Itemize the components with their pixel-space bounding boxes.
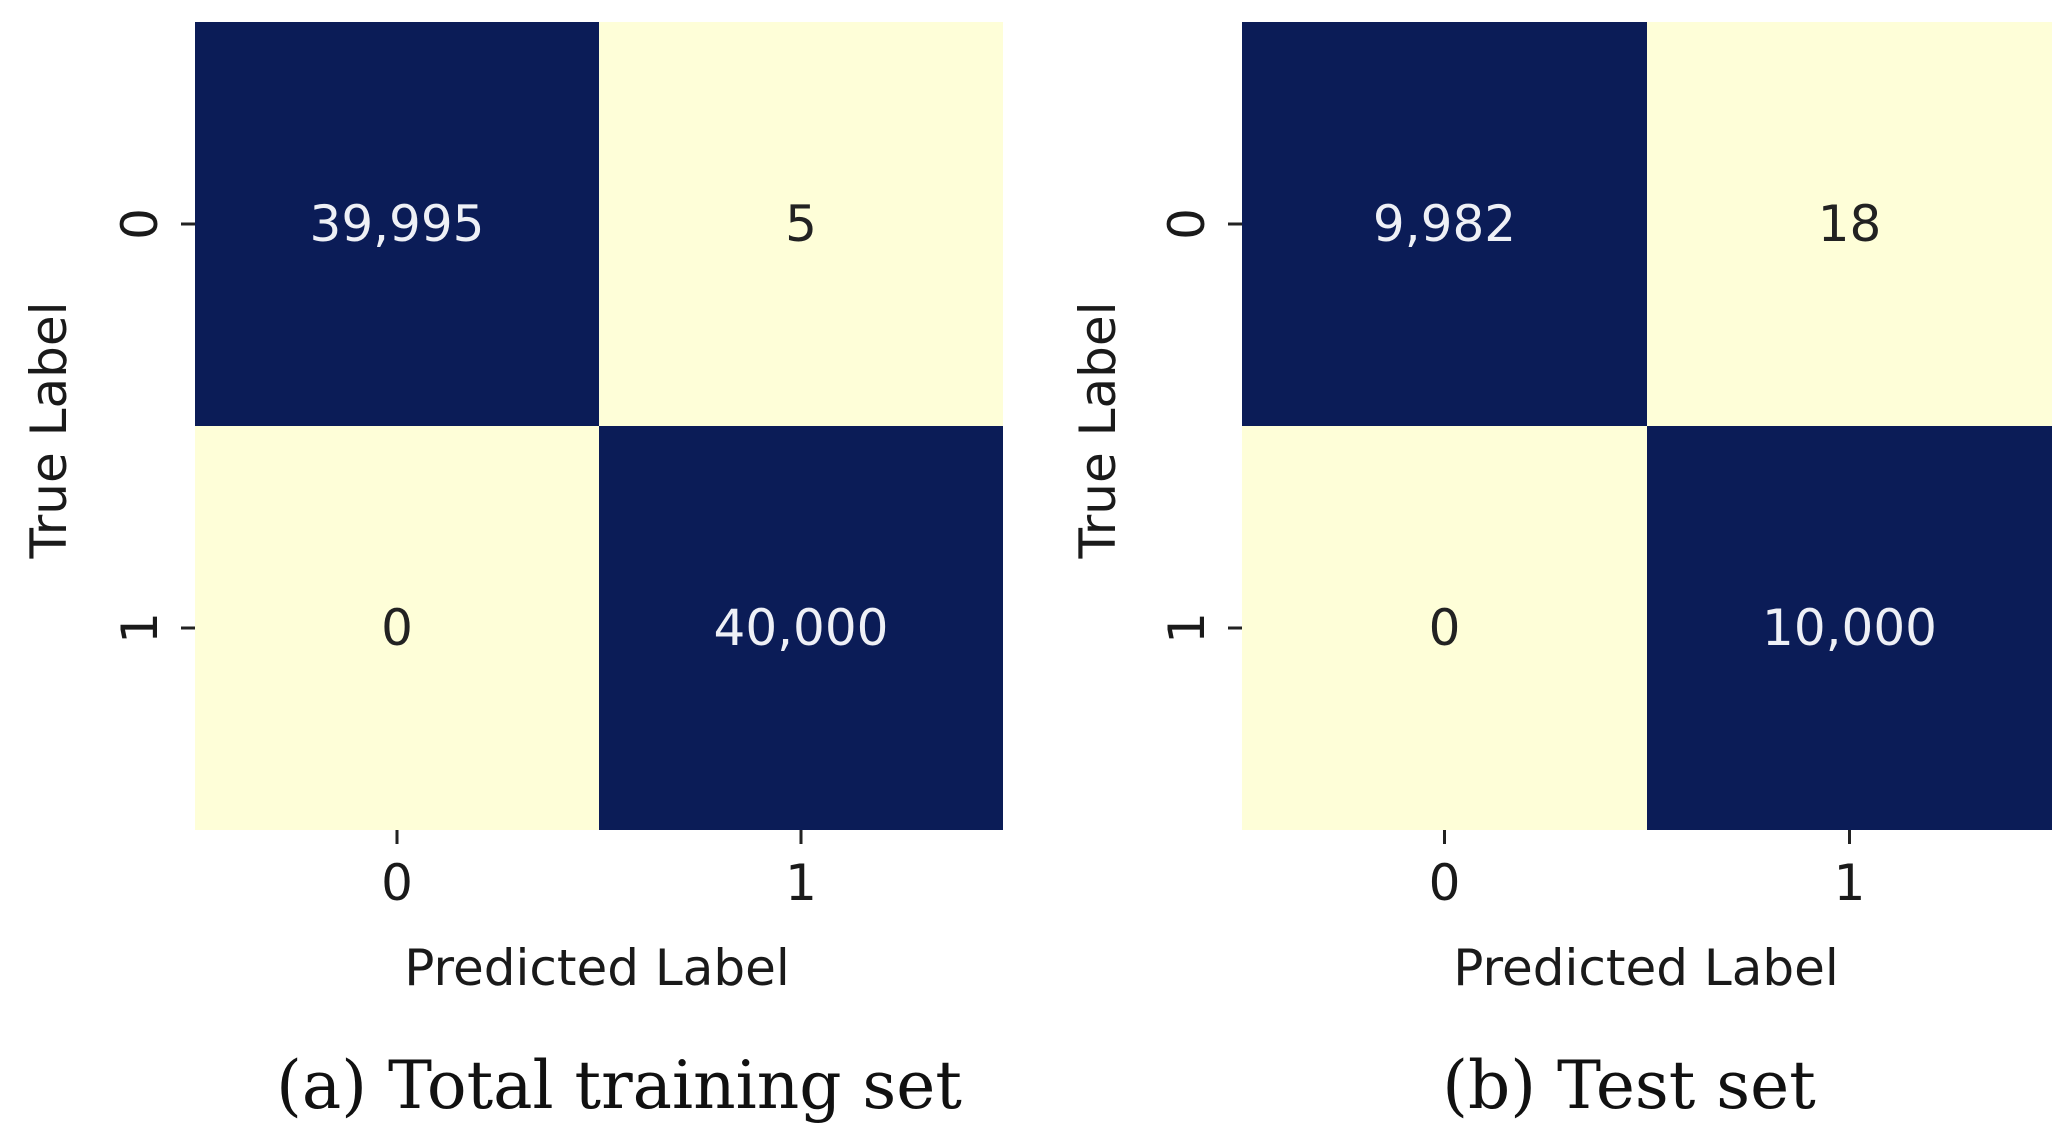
heatmap-cell <box>195 426 599 830</box>
cell-value-label: 5 <box>785 195 817 253</box>
heatmap-cell <box>1242 426 1647 830</box>
heatmap-cells: 39,995 5 0 40,000 <box>195 22 1003 830</box>
y-axis-title: True Label <box>20 302 78 560</box>
cell-value-label: 9,982 <box>1373 195 1516 253</box>
y-tick-label: 1 <box>111 612 169 644</box>
cell-value-label: 18 <box>1818 195 1882 253</box>
x-axis-title: Predicted Label <box>1453 939 1839 997</box>
x-axis-title: Predicted Label <box>404 939 790 997</box>
heatmap-cell <box>1647 426 2052 830</box>
y-tick-label: 0 <box>1158 208 1216 240</box>
cell-value-label: 39,995 <box>310 195 485 253</box>
panel-training: 39,995 5 0 40,000 True Label 0 1 0 1 Predicte… <box>20 22 1003 1124</box>
cell-value-label: 0 <box>1429 599 1461 657</box>
heatmap-cell <box>1647 22 2052 426</box>
heatmap-cell <box>1242 22 1647 426</box>
cell-value-label: 10,000 <box>1762 599 1937 657</box>
panel-caption: (a) Total training set <box>276 1047 962 1124</box>
x-tick-label: 0 <box>1429 854 1461 912</box>
heatmap-cell <box>195 22 599 426</box>
x-axis: 0 1 Predicted Label <box>381 830 817 997</box>
y-tick-label: 0 <box>111 208 169 240</box>
cell-value-label: 40,000 <box>714 599 889 657</box>
cell-value-label: 0 <box>381 599 413 657</box>
panel-test: 9,982 18 0 10,000 True Label 0 1 0 1 Predicte… <box>1069 22 2052 1124</box>
heatmap-cell <box>599 426 1003 830</box>
y-tick-label: 1 <box>1158 612 1216 644</box>
heatmap-cells: 9,982 18 0 10,000 <box>1242 22 2052 830</box>
y-axis-title: True Label <box>1069 302 1127 560</box>
heatmap-cell <box>599 22 1003 426</box>
y-axis: True Label 0 1 <box>1069 208 1242 644</box>
x-tick-label: 1 <box>1834 854 1866 912</box>
x-tick-label: 1 <box>785 854 817 912</box>
y-axis: True Label 0 1 <box>20 208 195 644</box>
panel-caption: (b) Test set <box>1442 1047 1816 1124</box>
x-axis: 0 1 Predicted Label <box>1429 830 1866 997</box>
x-tick-label: 0 <box>381 854 413 912</box>
